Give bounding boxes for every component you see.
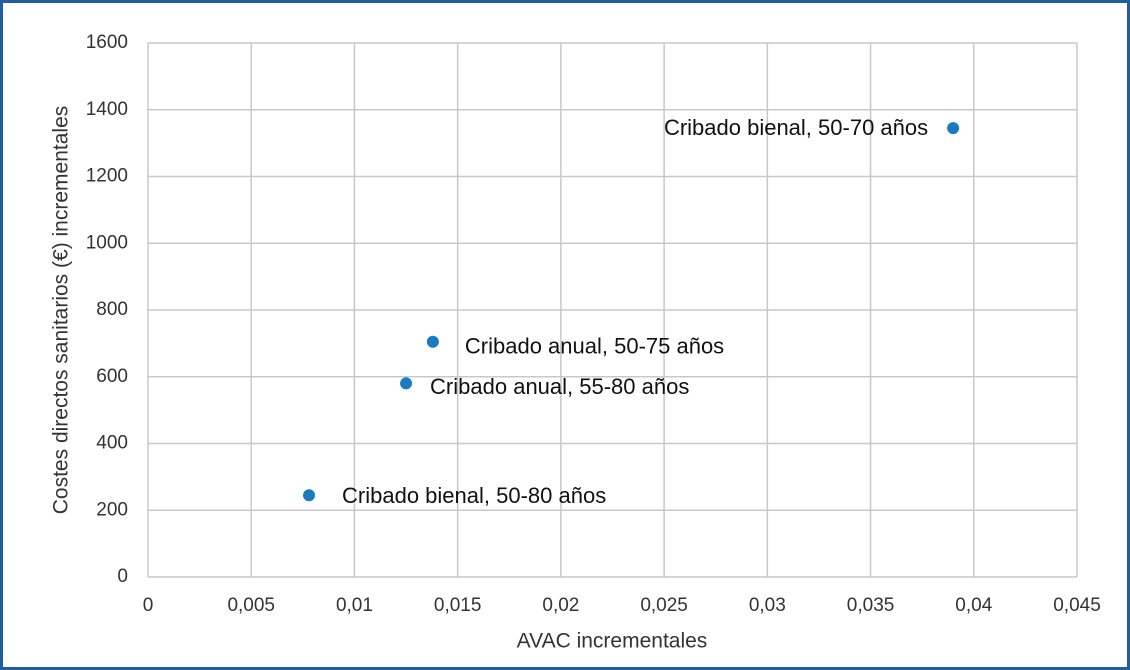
x-tick-label: 0,03 (749, 595, 786, 616)
x-tick-label: 0,035 (847, 595, 895, 616)
x-tick-label: 0,025 (640, 595, 688, 616)
y-tick-label: 1400 (86, 99, 128, 120)
y-tick-label: 0 (117, 566, 128, 587)
y-tick-label: 1000 (86, 232, 128, 253)
point-label: Cribado anual, 50-75 años (465, 334, 724, 359)
point (400, 377, 413, 390)
x-tick-label: 0,045 (1053, 595, 1101, 616)
y-tick-label: 600 (96, 366, 128, 387)
y-axis-title: Costes directos sanitarios (€) increment… (50, 106, 73, 515)
point-label: Cribado anual, 55-80 años (430, 374, 689, 399)
point (303, 489, 316, 502)
y-tick-label: 400 (96, 433, 128, 454)
y-tick-label: 800 (96, 299, 128, 320)
point (426, 335, 439, 348)
x-tick-label: 0,015 (434, 595, 482, 616)
x-tick-label: 0,01 (336, 595, 373, 616)
x-tick-label: 0,04 (955, 595, 992, 616)
y-tick-label: 200 (96, 499, 128, 520)
x-axis-title: AVAC incrementales (517, 630, 708, 653)
x-tick-label: 0,005 (227, 595, 275, 616)
point-label: Cribado bienal, 50-70 años (664, 115, 928, 140)
point (947, 122, 960, 135)
x-tick-label: 0,02 (542, 595, 579, 616)
y-tick-label: 1600 (86, 32, 128, 53)
y-tick-label: 1200 (86, 166, 128, 187)
x-tick-label: 0 (143, 595, 154, 616)
point-label: Cribado bienal, 50-80 años (342, 483, 606, 508)
